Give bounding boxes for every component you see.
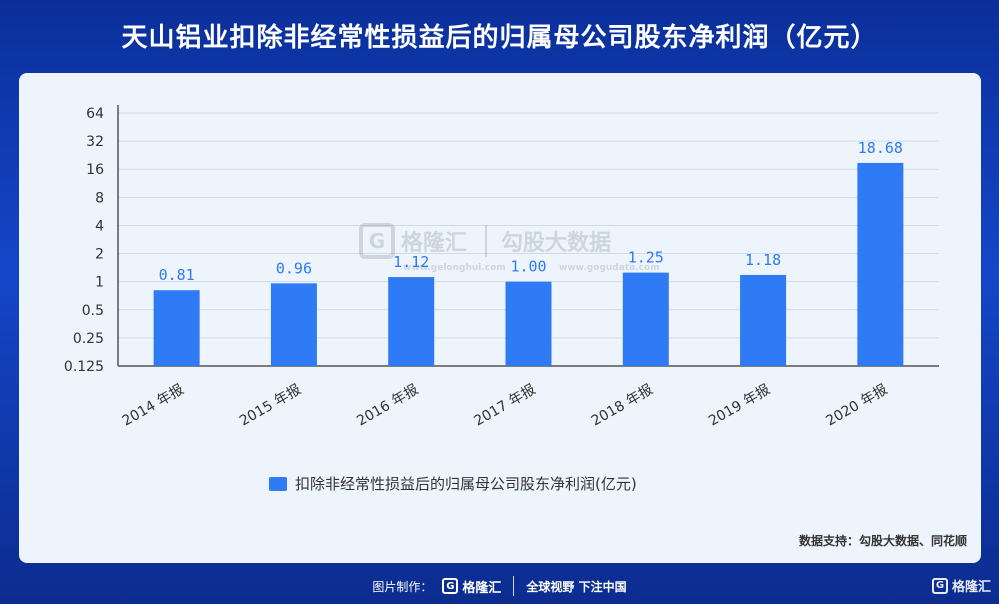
- x-tick-label: 2018 年报: [589, 382, 656, 430]
- y-tick-label: 4: [95, 218, 104, 234]
- bar-chart: 0.125 0.25 0.5 1 2 4 8 16 32 64 0.81 2014 年报 0.96 201…: [64, 105, 939, 430]
- footer-divider: [513, 576, 515, 596]
- y-tick-label: 1: [95, 275, 104, 291]
- y-tick-label: 0.5: [82, 303, 104, 319]
- y-tick-label: 32: [86, 134, 104, 150]
- data-label: 1.12: [393, 253, 429, 271]
- legend-label: 扣除非经常性损益后的归属母公司股东净利润(亿元): [295, 475, 637, 493]
- x-tick-label: 2014 年报: [120, 382, 187, 430]
- corner-logo: G 格隆汇: [931, 576, 991, 595]
- corner-brand: 格隆汇: [951, 580, 991, 595]
- x-tick-label: 2019 年报: [706, 382, 773, 430]
- bar: [857, 162, 904, 366]
- data-source: 数据支持：勾股大数据、同花顺: [798, 534, 967, 548]
- data-label: 0.96: [276, 259, 312, 277]
- chart-title: 天山铝业扣除非经常性损益后的归属母公司股东净利润（亿元）: [121, 22, 878, 53]
- y-tick-label: 64: [86, 106, 104, 122]
- footer-brand: 格隆汇: [462, 580, 502, 596]
- watermark-brand: 格隆汇: [401, 231, 468, 256]
- x-tick-label: 2015 年报: [237, 382, 304, 430]
- footer: 图片制作： G 格隆汇 全球视野 下注中国: [0, 568, 999, 604]
- chart-panel: 0.125 0.25 0.5 1 2 4 8 16 32 64 0.81 2014 年报 0.96 201…: [19, 73, 981, 563]
- data-label: 1.25: [628, 249, 664, 267]
- y-tick-label: 8: [95, 190, 104, 206]
- gelonghui-logo-icon: G: [359, 223, 395, 259]
- chart-legend: 扣除非经常性损益后的归属母公司股东净利润(亿元): [269, 473, 637, 494]
- footer-slogan: 全球视野 下注中国: [526, 579, 627, 594]
- bar: [270, 283, 317, 366]
- y-tick-label: 0.125: [64, 359, 104, 375]
- x-tick-label: 2017 年报: [472, 382, 539, 430]
- data-label: 0.81: [159, 266, 195, 284]
- data-label: 1.18: [745, 251, 781, 269]
- data-label: 1.00: [510, 258, 546, 276]
- bar: [505, 281, 552, 366]
- x-tick-label: 2020 年报: [823, 382, 890, 430]
- bar: [388, 277, 435, 366]
- watermark-brand-url: www.gelonghui.com: [403, 263, 506, 273]
- y-tick-label: 2: [95, 247, 104, 263]
- watermark-partner: 勾股大数据: [485, 225, 611, 257]
- watermark: G 格隆汇 www.gelonghui.com 勾股大数据 www.goguda…: [359, 223, 659, 273]
- y-tick-label: 0.25: [73, 331, 104, 347]
- x-tick-label: 2016 年报: [354, 382, 421, 430]
- y-tick-label: 16: [86, 162, 104, 178]
- data-label: 18.68: [858, 139, 903, 157]
- bar: [153, 290, 200, 366]
- gelonghui-logo-icon: G: [442, 578, 459, 594]
- bar: [740, 274, 787, 366]
- footer-logo: G 格隆汇: [442, 577, 501, 596]
- bar: [622, 272, 669, 366]
- legend-swatch: [269, 476, 287, 491]
- footer-label: 图片制作：: [372, 579, 433, 594]
- gelonghui-logo-icon: G: [931, 577, 948, 594]
- watermark-partner-url: www.gogudata.com: [559, 263, 660, 273]
